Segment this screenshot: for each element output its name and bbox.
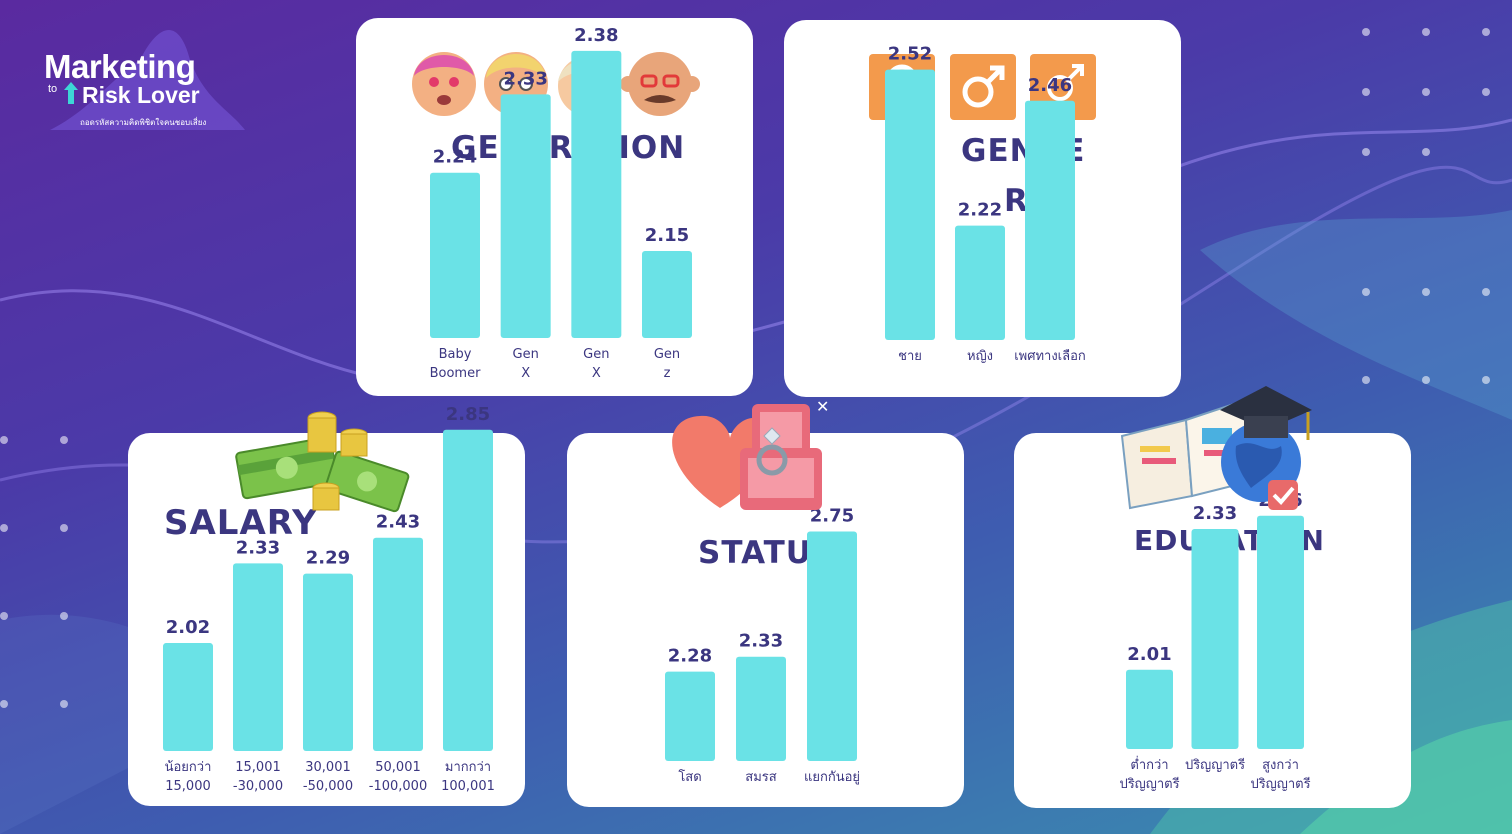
decor-dot	[1422, 376, 1430, 384]
decor-dot	[1422, 148, 1430, 156]
data-label: 2.46	[1028, 75, 1072, 96]
bar	[665, 671, 715, 761]
logo-subtitle: Risk Lover	[82, 82, 200, 108]
data-label: 2.43	[376, 512, 420, 533]
data-label: 2.75	[810, 506, 854, 527]
bar	[955, 225, 1005, 340]
decor-dot	[60, 612, 68, 620]
decor-dot	[0, 524, 8, 532]
status-chart: 2.28 โสด 2.33 สมรส 2.75 แยกกันอยู่	[665, 506, 860, 785]
generation-chart: 2.24 Baby Boomer 2.33 Gen X 2.38 Gen X 2.15 Gen z	[430, 25, 692, 381]
decor-dot	[1422, 28, 1430, 36]
generation-card: GENERATION 2.24 Baby Boomer 2.33 Gen X 2.38 Gen…	[356, 18, 753, 396]
category-label: สมรส	[745, 770, 776, 785]
gender-chart: 2.52 ชาย 2.22 หญิง 2.46 เพศทางเลือก	[885, 44, 1086, 364]
data-label: 2.22	[958, 200, 1002, 221]
category-label: แยกกันอยู่	[804, 770, 860, 785]
decor-dot	[0, 436, 8, 444]
decor-dot	[0, 700, 8, 708]
decor-dot	[1422, 288, 1430, 296]
decor-dot	[1362, 148, 1370, 156]
bar	[373, 537, 423, 751]
data-label: 2.52	[888, 44, 932, 65]
logo-to: to	[48, 83, 58, 95]
decor-dot	[1362, 376, 1370, 384]
bar	[303, 573, 353, 751]
money-icon	[235, 411, 410, 513]
category-label: 15,001 -30,000	[233, 760, 283, 794]
category-label: น้อยกว่า 15,000	[165, 760, 212, 794]
decor-dot	[60, 524, 68, 532]
category-label: 30,001 -50,000	[303, 760, 353, 794]
decor-dot	[1422, 88, 1430, 96]
arrow-up-icon	[64, 82, 78, 104]
bar	[642, 251, 692, 338]
decor-dot	[1362, 288, 1370, 296]
decor-dot	[1482, 376, 1490, 384]
book-globe-icon	[1120, 386, 1312, 510]
category-label: ต่ำกว่าปริญญาตรี	[1119, 756, 1179, 792]
bar	[443, 429, 493, 751]
decor-dot	[1482, 88, 1490, 96]
category-label: เพศทางเลือก	[1014, 348, 1086, 364]
data-label: 2.33	[1193, 503, 1237, 524]
bar	[500, 94, 551, 339]
category-label: หญิง	[967, 349, 993, 364]
bar	[1126, 669, 1173, 749]
decor-dot	[1362, 28, 1370, 36]
decor-dot	[60, 700, 68, 708]
decor-dot	[1482, 288, 1490, 296]
category-label: ปริญญาตรี	[1185, 757, 1245, 773]
decor-dot	[1482, 28, 1490, 36]
bar	[736, 656, 786, 761]
category-label: Baby Boomer	[430, 347, 481, 381]
data-label: 2.33	[503, 68, 547, 89]
category-label: โสด	[678, 769, 701, 785]
gender-title-tail: R	[1004, 183, 1029, 219]
gender-card: GENDE R 2.52 ชาย 2.22 หญิง 2.46 เพศทางเลือก	[784, 20, 1181, 397]
male-symbol-icon	[950, 54, 1016, 120]
generation-title: GENERATION	[451, 130, 686, 166]
data-label: 2.02	[166, 617, 210, 638]
decor-dot	[1362, 88, 1370, 96]
logo-tagline: ถอดรหัสความคิดพิชิตใจคนชอบเสี่ยง	[80, 118, 207, 127]
bar	[1191, 529, 1239, 749]
salary-chart: 2.02 น้อยกว่า 15,000 2.33 15,001 -30,000 2.29 3…	[163, 404, 495, 794]
category-label: ชาย	[898, 349, 922, 364]
logo-title: Marketing	[44, 48, 196, 85]
data-label: 2.33	[236, 537, 280, 558]
bar	[1025, 100, 1075, 340]
data-label: 2.29	[306, 548, 350, 569]
bar	[430, 172, 480, 338]
category-label: มากกว่า 100,001	[441, 760, 495, 794]
bar	[1257, 515, 1304, 749]
data-label: 2.28	[668, 646, 712, 667]
brand-logo: Marketing to Risk Lover ถอดรหัสความคิดพิ…	[30, 20, 250, 140]
category-label: Gen z	[654, 347, 680, 381]
data-label: 2.15	[645, 225, 689, 246]
category-label: 50,001 -100,000	[369, 760, 427, 794]
salary-title: SALARY	[164, 503, 318, 543]
data-label: 2.38	[574, 25, 618, 46]
bar	[885, 69, 935, 340]
category-label: Gen X	[583, 347, 609, 381]
data-label: 2.85	[446, 404, 490, 425]
category-label: Gen X	[513, 347, 539, 381]
ring-box-icon: ✕	[672, 398, 829, 510]
data-label: 2.24	[433, 147, 477, 168]
bar	[163, 643, 213, 751]
data-label: 2.01	[1127, 644, 1171, 665]
bar	[571, 50, 622, 339]
category-label: สูงกว่าปริญญาตรี	[1250, 758, 1310, 792]
decor-dot	[60, 436, 68, 444]
decor-dot	[0, 612, 8, 620]
bar	[807, 531, 857, 761]
logo-wave-icon	[50, 30, 245, 130]
svg-text:✕: ✕	[816, 398, 829, 416]
bar	[233, 563, 283, 751]
data-label: 2.33	[739, 631, 783, 652]
